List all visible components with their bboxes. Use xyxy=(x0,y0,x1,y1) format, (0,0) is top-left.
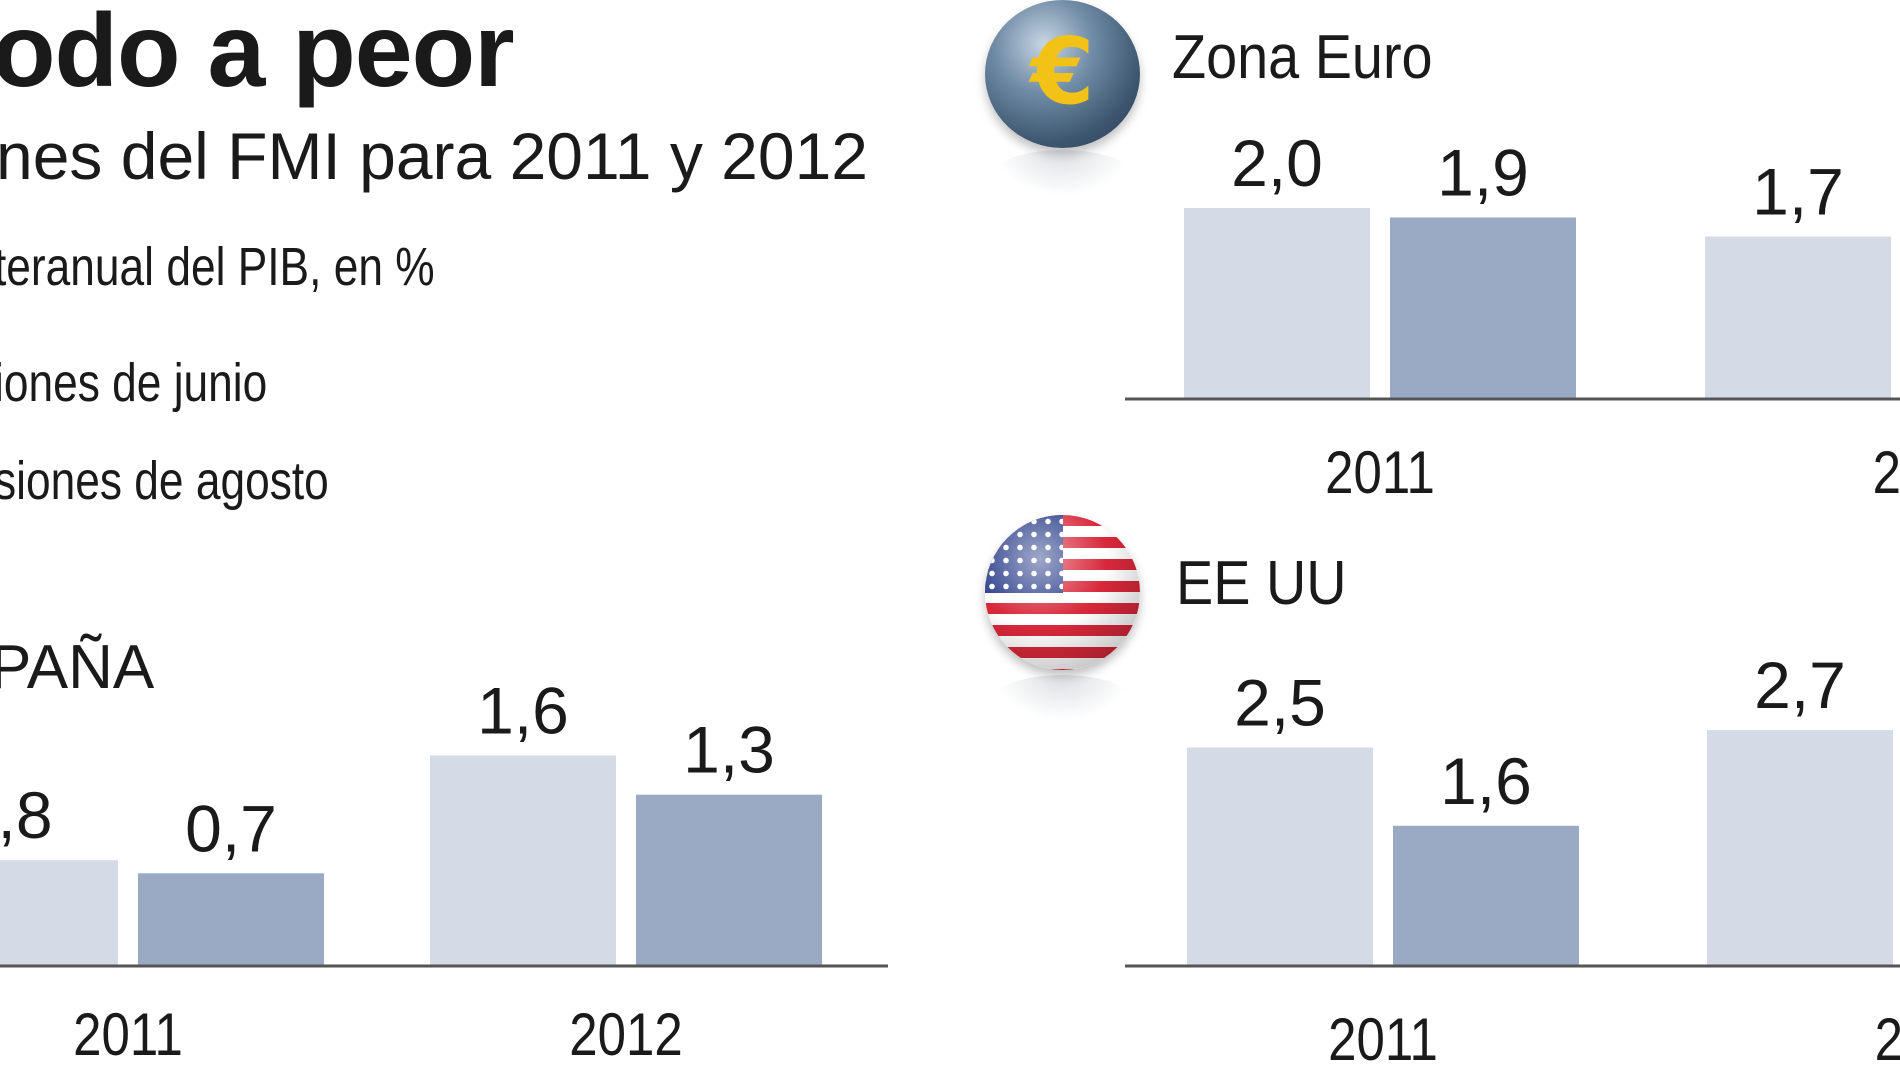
data-label-spain-2012-s0: 1,6 xyxy=(477,673,569,747)
chart-label-spain: PAÑA xyxy=(0,633,155,702)
bar-euro-zone-20-s0 xyxy=(1705,236,1891,398)
bar-euro-zone-2011-s1 xyxy=(1390,217,1576,398)
bar-euro-zone-2011-s0 xyxy=(1184,208,1370,398)
unit-label: teranual del PIB, en % xyxy=(0,237,435,297)
euro-symbol: € xyxy=(1030,18,1095,125)
bar-spain-2011-s0 xyxy=(0,860,118,965)
bar-usa-2011-s1 xyxy=(1393,825,1579,965)
tick-label-euro-zone-0: 2011 xyxy=(1325,439,1435,506)
chart-euro-zone: 2,0 1,9 2011 1,7 20 xyxy=(1125,126,1900,506)
bar-spain-2011-s1 xyxy=(138,873,324,965)
data-label-usa-2011-s0: 2,5 xyxy=(1234,666,1326,740)
data-label-euro-zone-20-s0: 1,7 xyxy=(1752,155,1844,229)
chart-usa: 2,5 1,6 2011 2,7 20 xyxy=(1125,648,1900,1069)
usa-flag-reflection xyxy=(995,675,1130,721)
data-label-usa-2011-s1: 1,6 xyxy=(1440,744,1532,818)
chart-spain: ,8 0,7 2011 1,6 1,3 2012 xyxy=(0,673,888,1068)
data-label-usa-20-s0: 2,7 xyxy=(1754,648,1846,722)
tick-label-euro-zone-1: 20 xyxy=(1873,439,1900,506)
bar-usa-20-s0 xyxy=(1707,730,1893,965)
page-subtitle: nes del FMI para 2011 y 2012 xyxy=(0,119,868,193)
chart-label-usa: EE UU xyxy=(1176,549,1347,618)
bar-spain-2012-s1 xyxy=(636,794,822,965)
usa-flag-icon xyxy=(985,515,1140,670)
euro-coin-icon: € xyxy=(985,0,1140,148)
data-label-euro-zone-2011-s0: 2,0 xyxy=(1231,126,1323,200)
tick-label-usa-0: 2011 xyxy=(1328,1006,1438,1069)
page-title: odo a peor xyxy=(0,0,515,109)
data-label-spain-2011-s0: ,8 xyxy=(0,778,53,852)
tick-label-usa-1: 20 xyxy=(1875,1006,1900,1069)
bar-spain-2012-s0 xyxy=(430,755,616,965)
legend-entry-june: iones de junio xyxy=(0,353,268,413)
data-label-spain-2012-s1: 1,3 xyxy=(683,713,775,787)
data-label-spain-2011-s1: 0,7 xyxy=(185,791,277,865)
euro-coin-reflection xyxy=(995,150,1130,196)
tick-label-spain-1: 2012 xyxy=(569,1001,682,1068)
legend-entry-august: siones de agosto xyxy=(0,451,329,511)
data-label-euro-zone-2011-s1: 1,9 xyxy=(1437,136,1529,210)
chart-label-euro-zone: Zona Euro xyxy=(1172,23,1433,92)
flag-shine xyxy=(985,515,1140,670)
tick-label-spain-0: 2011 xyxy=(73,1001,183,1068)
bar-usa-2011-s0 xyxy=(1187,747,1373,965)
